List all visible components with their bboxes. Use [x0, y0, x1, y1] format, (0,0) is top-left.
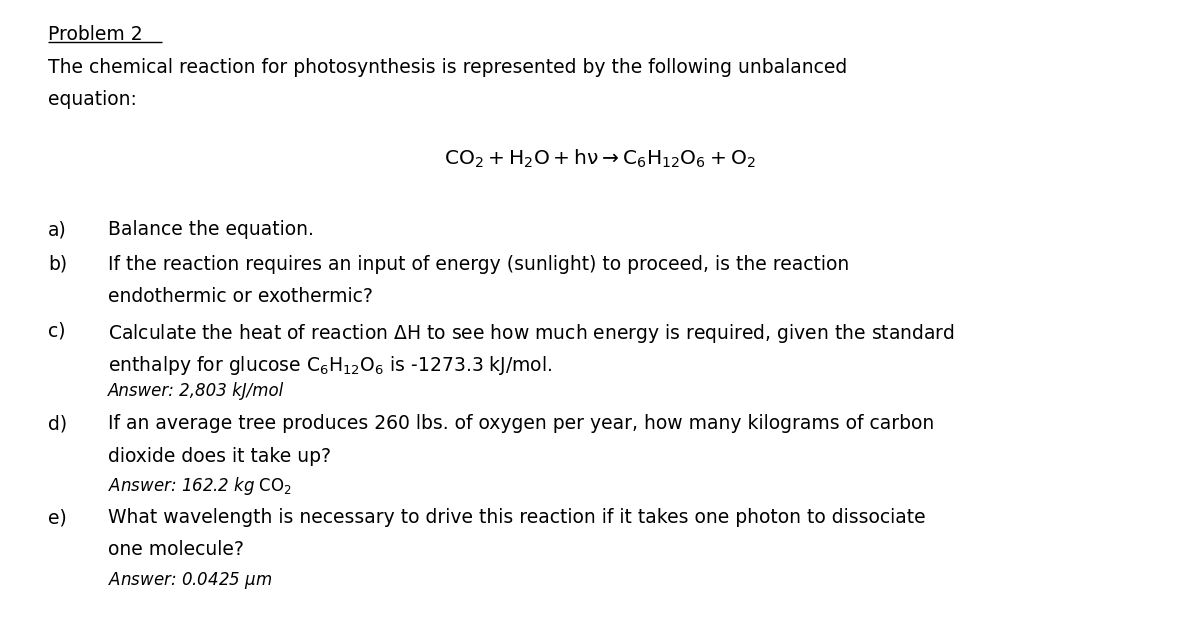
Text: $\mathrm{CO_2 + H_2O + h\nu \rightarrow C_6H_{12}O_6 + O_2}$: $\mathrm{CO_2 + H_2O + h\nu \rightarrow … — [444, 148, 756, 171]
Text: Problem 2: Problem 2 — [48, 25, 143, 44]
Text: one molecule?: one molecule? — [108, 540, 244, 559]
Text: c): c) — [48, 322, 66, 341]
Text: The chemical reaction for photosynthesis is represented by the following unbalan: The chemical reaction for photosynthesis… — [48, 58, 847, 77]
Text: endothermic or exothermic?: endothermic or exothermic? — [108, 287, 373, 306]
Text: a): a) — [48, 220, 67, 239]
Text: d): d) — [48, 414, 67, 433]
Text: dioxide does it take up?: dioxide does it take up? — [108, 447, 331, 466]
Text: If an average tree produces 260 lbs. of oxygen per year, how many kilograms of c: If an average tree produces 260 lbs. of … — [108, 414, 935, 433]
Text: b): b) — [48, 255, 67, 274]
Text: Answer: 0.0425 $\mu$m: Answer: 0.0425 $\mu$m — [108, 570, 272, 591]
Text: Balance the equation.: Balance the equation. — [108, 220, 314, 239]
Text: Calculate the heat of reaction $\Delta$H to see how much energy is required, giv: Calculate the heat of reaction $\Delta$H… — [108, 322, 955, 345]
Text: What wavelength is necessary to drive this reaction if it takes one photon to di: What wavelength is necessary to drive th… — [108, 508, 925, 527]
Text: Answer: 162.2 kg $\mathrm{CO_2}$: Answer: 162.2 kg $\mathrm{CO_2}$ — [108, 475, 292, 497]
Text: e): e) — [48, 508, 67, 527]
Text: If the reaction requires an input of energy (sunlight) to proceed, is the reacti: If the reaction requires an input of ene… — [108, 255, 850, 274]
Text: equation:: equation: — [48, 90, 137, 109]
Text: enthalpy for glucose $\mathrm{C_6H_{12}O_6}$ is -1273.3 kJ/mol.: enthalpy for glucose $\mathrm{C_6H_{12}O… — [108, 354, 552, 377]
Text: Answer: 2,803 kJ/mol: Answer: 2,803 kJ/mol — [108, 382, 284, 400]
